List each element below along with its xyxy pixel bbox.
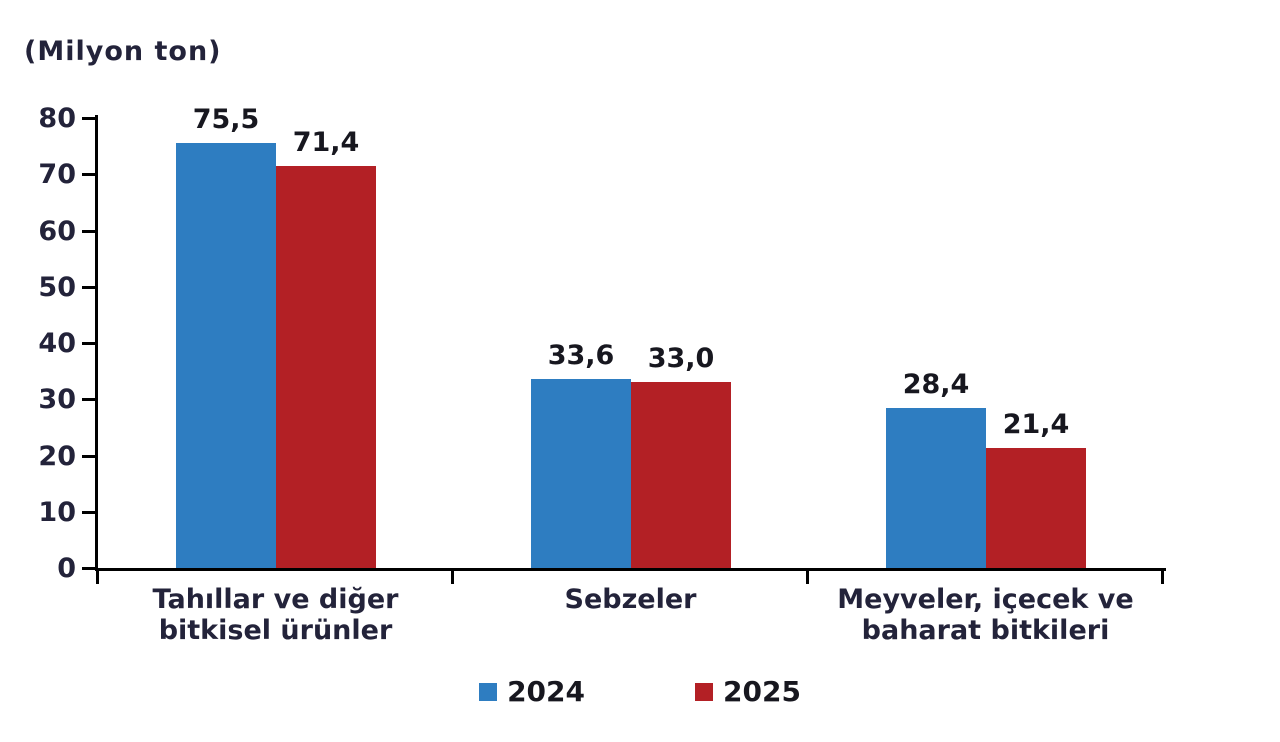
- y-axis-tick: [82, 286, 95, 289]
- unit-label: (Milyon ton): [24, 36, 222, 67]
- y-axis-tick-label: 80: [38, 103, 76, 134]
- bar-value-label: 28,4: [902, 369, 970, 400]
- y-axis-tick: [82, 117, 95, 120]
- bar-value-label: 71,4: [292, 127, 360, 158]
- x-axis-tick: [806, 571, 809, 584]
- bar-2025-2: [631, 382, 731, 568]
- bar-2024-1: [176, 143, 276, 568]
- legend-label: 2025: [723, 675, 801, 708]
- y-axis-tick: [82, 511, 95, 514]
- y-axis-tick: [82, 342, 95, 345]
- x-axis-category-label: Tahıllar ve diğer bitkisel ürünler: [152, 584, 399, 647]
- y-axis-tick-label: 20: [38, 441, 76, 472]
- x-axis-line: [95, 568, 1166, 571]
- x-axis-tick: [1161, 571, 1164, 584]
- legend-label: 2024: [507, 675, 585, 708]
- y-axis-tick: [82, 567, 95, 570]
- y-axis-tick: [82, 173, 95, 176]
- bar-2024-2: [531, 379, 631, 568]
- y-axis-tick: [82, 398, 95, 401]
- y-axis-tick-label: 0: [57, 553, 76, 584]
- y-axis-line: [95, 115, 98, 571]
- x-axis-category-label: Meyveler, içecek ve baharat bitkileri: [837, 584, 1134, 647]
- legend-swatch-icon: [479, 683, 498, 701]
- bar-2024-3: [886, 408, 986, 568]
- y-axis-tick-label: 60: [38, 216, 76, 247]
- x-axis-tick: [451, 571, 454, 584]
- legend-item-2024: 2024: [479, 678, 585, 706]
- y-axis-tick: [82, 230, 95, 233]
- bar-2025-3: [986, 448, 1086, 568]
- y-axis-tick: [82, 455, 95, 458]
- bar-value-label: 33,0: [647, 343, 715, 374]
- y-axis-tick-label: 10: [38, 497, 76, 528]
- y-axis-tick-label: 70: [38, 159, 76, 190]
- y-axis-tick-label: 40: [38, 328, 76, 359]
- bar-value-label: 75,5: [192, 104, 260, 135]
- x-axis-tick: [96, 571, 99, 584]
- legend-item-2025: 2025: [695, 678, 801, 706]
- bar-2025-1: [276, 166, 376, 568]
- bar-value-label: 33,6: [547, 340, 615, 371]
- legend: 2024 2025: [0, 678, 1280, 706]
- y-axis-tick-label: 30: [38, 384, 76, 415]
- y-axis-tick-label: 50: [38, 272, 76, 303]
- legend-swatch-icon: [695, 683, 713, 701]
- x-axis-category-label: Sebzeler: [564, 584, 697, 615]
- bar-value-label: 21,4: [1002, 409, 1070, 440]
